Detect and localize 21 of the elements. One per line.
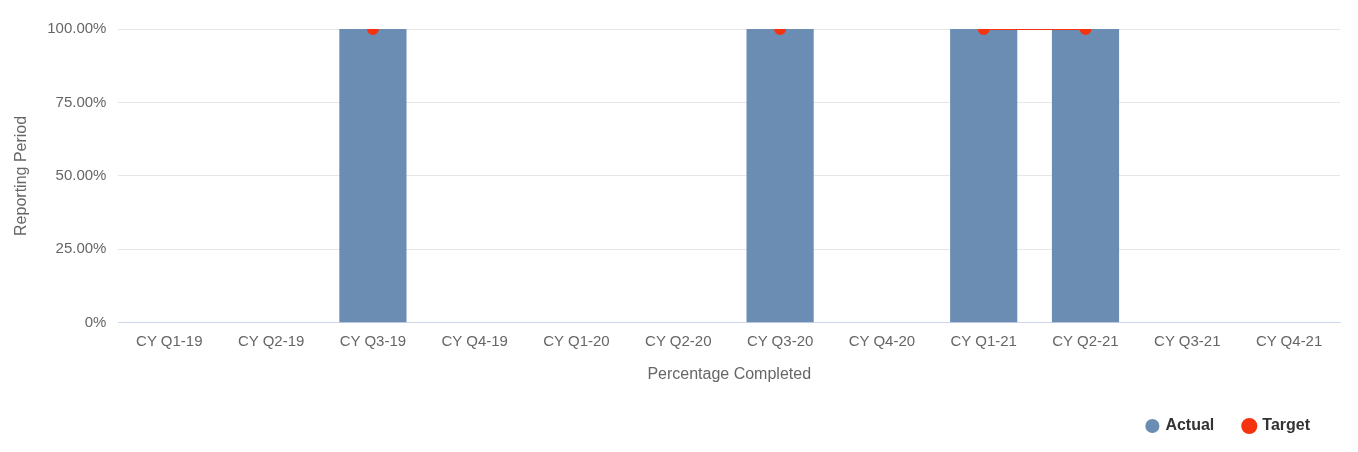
y-tick-label: 0% (84, 312, 107, 330)
y-tick-label: 100.00% (47, 19, 107, 37)
legend-label: Target (1262, 416, 1311, 434)
x-tick-label: CY Q4-21 (1255, 331, 1323, 349)
x-tick-label: CY Q1-19 (136, 331, 203, 349)
y-tick-label: 50.00% (55, 166, 107, 184)
legend-label: Actual (1165, 416, 1215, 434)
x-tick-label: CY Q2-21 (1052, 331, 1119, 349)
x-tick-label: CY Q4-19 (441, 331, 508, 349)
x-tick-label: CY Q3-19 (339, 331, 407, 349)
x-tick-label: CY Q2-19 (237, 331, 305, 349)
x-axis-title: Percentage Completed (647, 364, 812, 382)
x-tick-label: CY Q3-20 (746, 331, 814, 349)
y-axis-title: Reporting Period (12, 115, 30, 236)
x-tick-label: CY Q4-20 (848, 331, 916, 349)
x-tick-label: CY Q1-20 (543, 331, 610, 349)
x-tick-label: CY Q2-20 (645, 331, 712, 349)
x-tick-label: CY Q1-21 (950, 331, 1017, 349)
y-tick-label: 25.00% (55, 239, 107, 257)
x-tick-label: CY Q3-21 (1154, 331, 1221, 349)
y-tick-label: 75.00% (55, 92, 107, 110)
